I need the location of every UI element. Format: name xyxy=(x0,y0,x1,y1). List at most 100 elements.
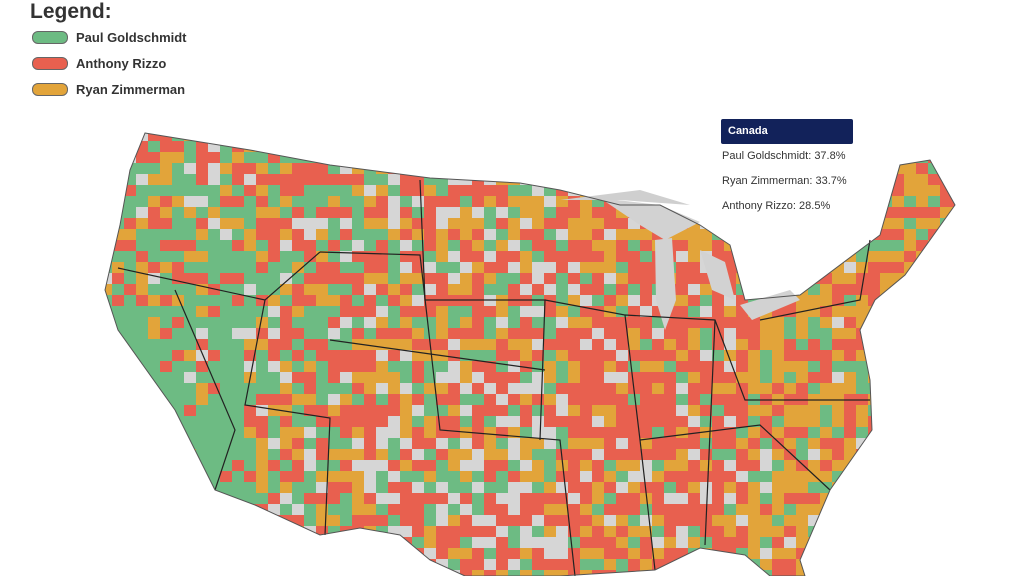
county-cell xyxy=(105,383,113,395)
county-cell xyxy=(448,405,461,417)
county-cell xyxy=(868,262,881,274)
county-cell xyxy=(568,449,581,461)
county-cell xyxy=(268,196,281,208)
county-cell xyxy=(748,251,761,263)
county-cell xyxy=(196,493,209,505)
county-cell xyxy=(580,273,593,285)
county-cell xyxy=(460,185,473,197)
county-cell xyxy=(760,361,773,373)
county-cell xyxy=(136,185,149,197)
county-cell xyxy=(892,548,905,560)
county-cell xyxy=(292,328,305,340)
county-cell xyxy=(268,559,281,571)
county-cell xyxy=(196,515,209,527)
county-cell xyxy=(388,218,401,230)
county-cell xyxy=(184,152,197,164)
county-cell xyxy=(616,163,629,175)
county-cell xyxy=(916,185,929,197)
county-cell xyxy=(640,240,653,252)
county-cell xyxy=(568,504,581,516)
county-cell xyxy=(316,262,329,274)
county-cell xyxy=(424,548,437,560)
county-cell xyxy=(928,405,941,417)
county-cell xyxy=(592,328,605,340)
county-cell xyxy=(136,460,149,472)
county-cell xyxy=(568,339,581,351)
county-cell xyxy=(628,460,641,472)
county-cell xyxy=(688,504,701,516)
county-cell xyxy=(484,438,497,450)
county-cell xyxy=(640,229,653,241)
county-cell xyxy=(196,383,209,395)
county-cell xyxy=(820,383,833,395)
county-cell xyxy=(568,482,581,494)
county-cell xyxy=(568,394,581,406)
county-cell xyxy=(436,251,449,263)
county-cell xyxy=(172,163,185,175)
county-cell xyxy=(916,471,929,483)
county-cell xyxy=(232,471,245,483)
county-cell xyxy=(592,207,605,219)
county-cell xyxy=(820,482,833,494)
county-cell xyxy=(904,317,917,329)
county-cell xyxy=(700,273,713,285)
county-cell xyxy=(256,570,269,576)
county-cell xyxy=(424,306,437,318)
border xyxy=(244,299,331,536)
county-cell xyxy=(544,504,557,516)
county-cell xyxy=(712,427,725,439)
county-cell xyxy=(748,405,761,417)
county-cell xyxy=(484,460,497,472)
county-cell xyxy=(292,504,305,516)
county-cell xyxy=(496,383,509,395)
county-cell xyxy=(916,449,929,461)
county-cell xyxy=(844,240,857,252)
county-cell xyxy=(340,133,353,142)
county-cell xyxy=(892,141,905,153)
county-cell xyxy=(544,251,557,263)
county-cell xyxy=(520,317,533,329)
county-cell xyxy=(796,570,809,576)
county-cell xyxy=(628,416,641,428)
county-cell xyxy=(124,526,137,538)
county-cell xyxy=(664,537,677,549)
county-cell xyxy=(784,548,797,560)
county-cell xyxy=(244,405,257,417)
county-cell xyxy=(376,460,389,472)
county-cell xyxy=(628,295,641,307)
county-cell xyxy=(928,141,941,153)
county-cell xyxy=(232,229,245,241)
county-cell xyxy=(268,152,281,164)
county-cell xyxy=(784,383,797,395)
county-cell xyxy=(856,306,869,318)
county-cell xyxy=(496,416,509,428)
county-cell xyxy=(568,438,581,450)
county-cell xyxy=(268,350,281,362)
county-cell xyxy=(316,339,329,351)
county-cell xyxy=(892,174,905,186)
county-cell xyxy=(196,526,209,538)
county-cell xyxy=(280,438,293,450)
county-cell xyxy=(760,482,773,494)
county-cell xyxy=(184,306,197,318)
county-cell xyxy=(568,262,581,274)
county-cell xyxy=(616,251,629,263)
county-cell xyxy=(724,262,737,274)
county-cell xyxy=(712,449,725,461)
county-cell xyxy=(652,306,665,318)
county-cell xyxy=(700,438,713,450)
county-cell xyxy=(112,449,125,461)
county-cell xyxy=(364,306,377,318)
county-cell xyxy=(352,229,365,241)
county-cell xyxy=(844,548,857,560)
county-cell xyxy=(220,229,233,241)
county-cell xyxy=(196,449,209,461)
county-cell xyxy=(208,383,221,395)
county-cell xyxy=(448,262,461,274)
county-cell xyxy=(424,526,437,538)
county-cell xyxy=(916,493,929,505)
county-cell xyxy=(304,361,317,373)
county-cell xyxy=(472,133,485,142)
county-cell xyxy=(160,262,173,274)
county-cell xyxy=(904,548,917,560)
